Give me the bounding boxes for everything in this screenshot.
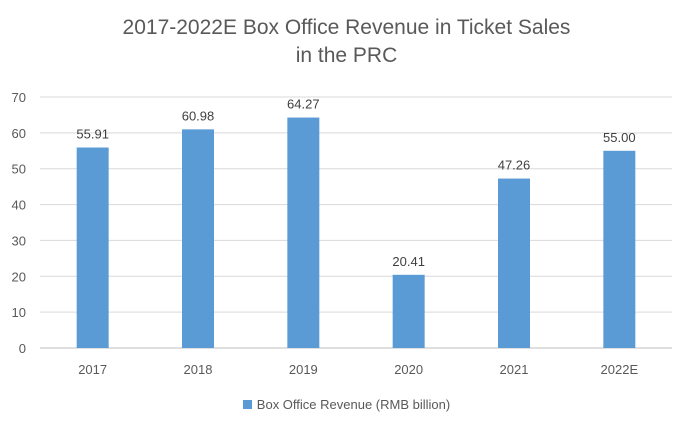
x-tick-label: 2021: [500, 362, 529, 377]
y-tick-label: 50: [12, 162, 26, 177]
x-tick-label: 2020: [394, 362, 423, 377]
data-label: 55.91: [76, 127, 109, 142]
bar: [76, 147, 109, 348]
x-tick-label: 2019: [289, 362, 318, 377]
legend-label: Box Office Revenue (RMB billion): [256, 397, 451, 412]
x-tick-label: 2018: [184, 362, 213, 377]
data-label: 64.27: [287, 97, 320, 112]
y-tick-label: 10: [12, 305, 26, 320]
y-tick-label: 60: [12, 126, 26, 141]
legend: Box Office Revenue (RMB billion): [0, 397, 693, 412]
x-tick-label: 2022E: [601, 362, 639, 377]
y-tick-label: 30: [12, 233, 26, 248]
y-tick-label: 0: [19, 341, 26, 356]
legend-swatch: [242, 400, 252, 409]
bar: [498, 178, 530, 348]
data-label: 47.26: [498, 158, 531, 173]
bar: [392, 274, 425, 348]
data-label: 55.00: [603, 130, 636, 145]
chart-title-line-2: in the PRC: [295, 44, 398, 67]
y-tick-label: 40: [12, 198, 26, 213]
data-label: 20.41: [392, 254, 425, 269]
y-tick-label: 20: [12, 269, 26, 284]
y-tick-label: 70: [12, 90, 26, 105]
chart-title-line-1: 2017-2022E Box Office Revenue in Ticket …: [122, 16, 571, 39]
bar: [287, 117, 320, 348]
x-tick-label: 2017: [78, 362, 107, 377]
data-label: 60.98: [182, 108, 215, 123]
bar: [182, 129, 214, 348]
bar: [603, 150, 636, 348]
chart-title: 2017-2022E Box Office Revenue in Ticket …: [0, 14, 693, 70]
